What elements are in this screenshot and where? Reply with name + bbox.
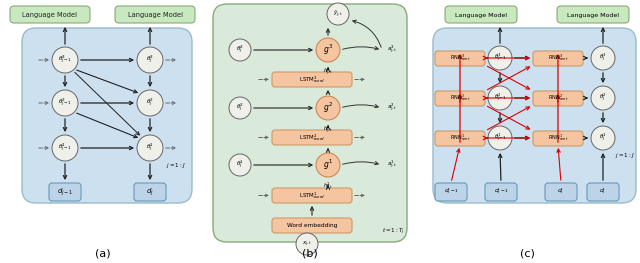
FancyBboxPatch shape [433,28,636,203]
FancyBboxPatch shape [533,51,583,66]
FancyBboxPatch shape [587,183,619,201]
Text: $d_{j-1}$: $d_{j-1}$ [493,187,508,197]
FancyBboxPatch shape [533,91,583,106]
Circle shape [229,154,251,176]
FancyBboxPatch shape [435,131,485,146]
Text: $d_{j-1}$: $d_{j-1}$ [444,187,458,197]
FancyBboxPatch shape [485,183,517,201]
Text: $\theta^1_{j-1}$: $\theta^1_{j-1}$ [493,132,506,144]
Text: $\mathrm{RNN}^3_{sent}$: $\mathrm{RNN}^3_{sent}$ [548,53,568,63]
Text: $\mathrm{RNN}^1_{sent}$: $\mathrm{RNN}^1_{sent}$ [548,133,568,143]
Circle shape [137,47,163,73]
Text: $a^2_{j,t}$: $a^2_{j,t}$ [387,102,397,114]
Circle shape [316,96,340,120]
FancyBboxPatch shape [115,6,195,23]
Text: $\theta^3_j$: $\theta^3_j$ [599,52,607,64]
FancyBboxPatch shape [22,28,192,203]
Text: $\mathrm{RNN}^2_{sent}$: $\mathrm{RNN}^2_{sent}$ [548,93,568,103]
Circle shape [229,97,251,119]
Text: $d_j$: $d_j$ [146,186,154,198]
Text: Language Model: Language Model [127,12,182,18]
FancyBboxPatch shape [435,51,485,66]
Text: $\theta^2_{j-1}$: $\theta^2_{j-1}$ [493,92,506,104]
Circle shape [229,39,251,61]
Circle shape [591,126,615,150]
Text: $g^3$: $g^3$ [323,43,333,57]
Text: $\theta^3_j$: $\theta^3_j$ [146,54,154,66]
Circle shape [52,135,78,161]
FancyBboxPatch shape [533,131,583,146]
Circle shape [488,126,512,150]
Circle shape [316,38,340,62]
Text: $\theta^2_j$: $\theta^2_j$ [599,92,607,104]
Text: $\mathrm{LSTM}^3_{word}$: $\mathrm{LSTM}^3_{word}$ [299,74,325,85]
FancyBboxPatch shape [557,6,629,23]
Text: $d_{j-1}$: $d_{j-1}$ [57,186,73,198]
FancyBboxPatch shape [445,6,517,23]
FancyBboxPatch shape [272,72,352,87]
Circle shape [591,46,615,70]
Text: Word embedding: Word embedding [287,223,337,228]
Circle shape [327,3,349,25]
FancyBboxPatch shape [134,183,166,201]
Text: $\theta^3_j$: $\theta^3_j$ [236,44,244,56]
Text: $a^3_{j,t}$: $a^3_{j,t}$ [387,44,397,56]
Circle shape [316,153,340,177]
Text: $\mathrm{LSTM}^1_{word}$: $\mathrm{LSTM}^1_{word}$ [299,190,325,201]
Text: $t=1{:}T_j$: $t=1{:}T_j$ [382,227,405,237]
Text: $d_j$: $d_j$ [600,187,607,197]
Text: $d_j$: $d_j$ [557,187,564,197]
Circle shape [488,46,512,70]
Text: $\mathrm{RNN}^2_{sent}$: $\mathrm{RNN}^2_{sent}$ [450,93,470,103]
Text: $\theta^1_j$: $\theta^1_j$ [146,142,154,154]
Text: $g^1$: $g^1$ [323,158,333,172]
Circle shape [488,86,512,110]
Text: (c): (c) [520,248,535,258]
Circle shape [52,90,78,116]
Text: Language Model: Language Model [455,13,507,18]
Circle shape [52,47,78,73]
Text: (b): (b) [302,248,318,258]
FancyBboxPatch shape [435,183,467,201]
FancyBboxPatch shape [213,4,407,242]
Text: $\theta^2_{j-1}$: $\theta^2_{j-1}$ [58,97,72,109]
Circle shape [591,86,615,110]
Text: $\theta^3_{j-1}$: $\theta^3_{j-1}$ [58,54,72,66]
FancyBboxPatch shape [10,6,90,23]
Text: Language Model: Language Model [22,12,77,18]
Text: $\mathrm{RNN}^3_{sent}$: $\mathrm{RNN}^3_{sent}$ [450,53,470,63]
FancyBboxPatch shape [272,218,352,233]
FancyBboxPatch shape [435,91,485,106]
Text: $\theta^1_j$: $\theta^1_j$ [236,159,244,171]
Text: $a^1_{j,t}$: $a^1_{j,t}$ [387,159,397,171]
Text: $g^2$: $g^2$ [323,101,333,115]
Text: $\theta^1_j$: $\theta^1_j$ [599,132,607,144]
Text: $\theta^1_{j-1}$: $\theta^1_{j-1}$ [58,142,72,154]
FancyBboxPatch shape [49,183,81,201]
Text: $j=1{:}J$: $j=1{:}J$ [166,160,186,169]
Text: $\theta^3_{j-1}$: $\theta^3_{j-1}$ [493,52,506,64]
FancyBboxPatch shape [272,188,352,203]
Circle shape [137,135,163,161]
Text: (a): (a) [95,248,111,258]
Text: $x_{j,t}$: $x_{j,t}$ [302,239,312,249]
Text: $\mathrm{LSTM}^2_{word}$: $\mathrm{LSTM}^2_{word}$ [299,132,325,143]
Text: $\mathrm{RNN}^1_{sent}$: $\mathrm{RNN}^1_{sent}$ [450,133,470,143]
Text: $h^1_{j,t}$: $h^1_{j,t}$ [323,181,333,193]
FancyBboxPatch shape [545,183,577,201]
Text: $\hat{y}_{j,t}$: $\hat{y}_{j,t}$ [333,9,343,19]
Text: $h^3_{j,t}$: $h^3_{j,t}$ [323,66,333,78]
Text: $\theta^2_j$: $\theta^2_j$ [146,97,154,109]
Circle shape [296,233,318,255]
Circle shape [137,90,163,116]
Text: $\theta^2_j$: $\theta^2_j$ [236,102,244,114]
FancyBboxPatch shape [272,130,352,145]
Text: Language Model: Language Model [567,13,619,18]
Text: $h^2_{j,t}$: $h^2_{j,t}$ [323,124,333,136]
Text: $j=1{:}J$: $j=1{:}J$ [615,150,635,159]
